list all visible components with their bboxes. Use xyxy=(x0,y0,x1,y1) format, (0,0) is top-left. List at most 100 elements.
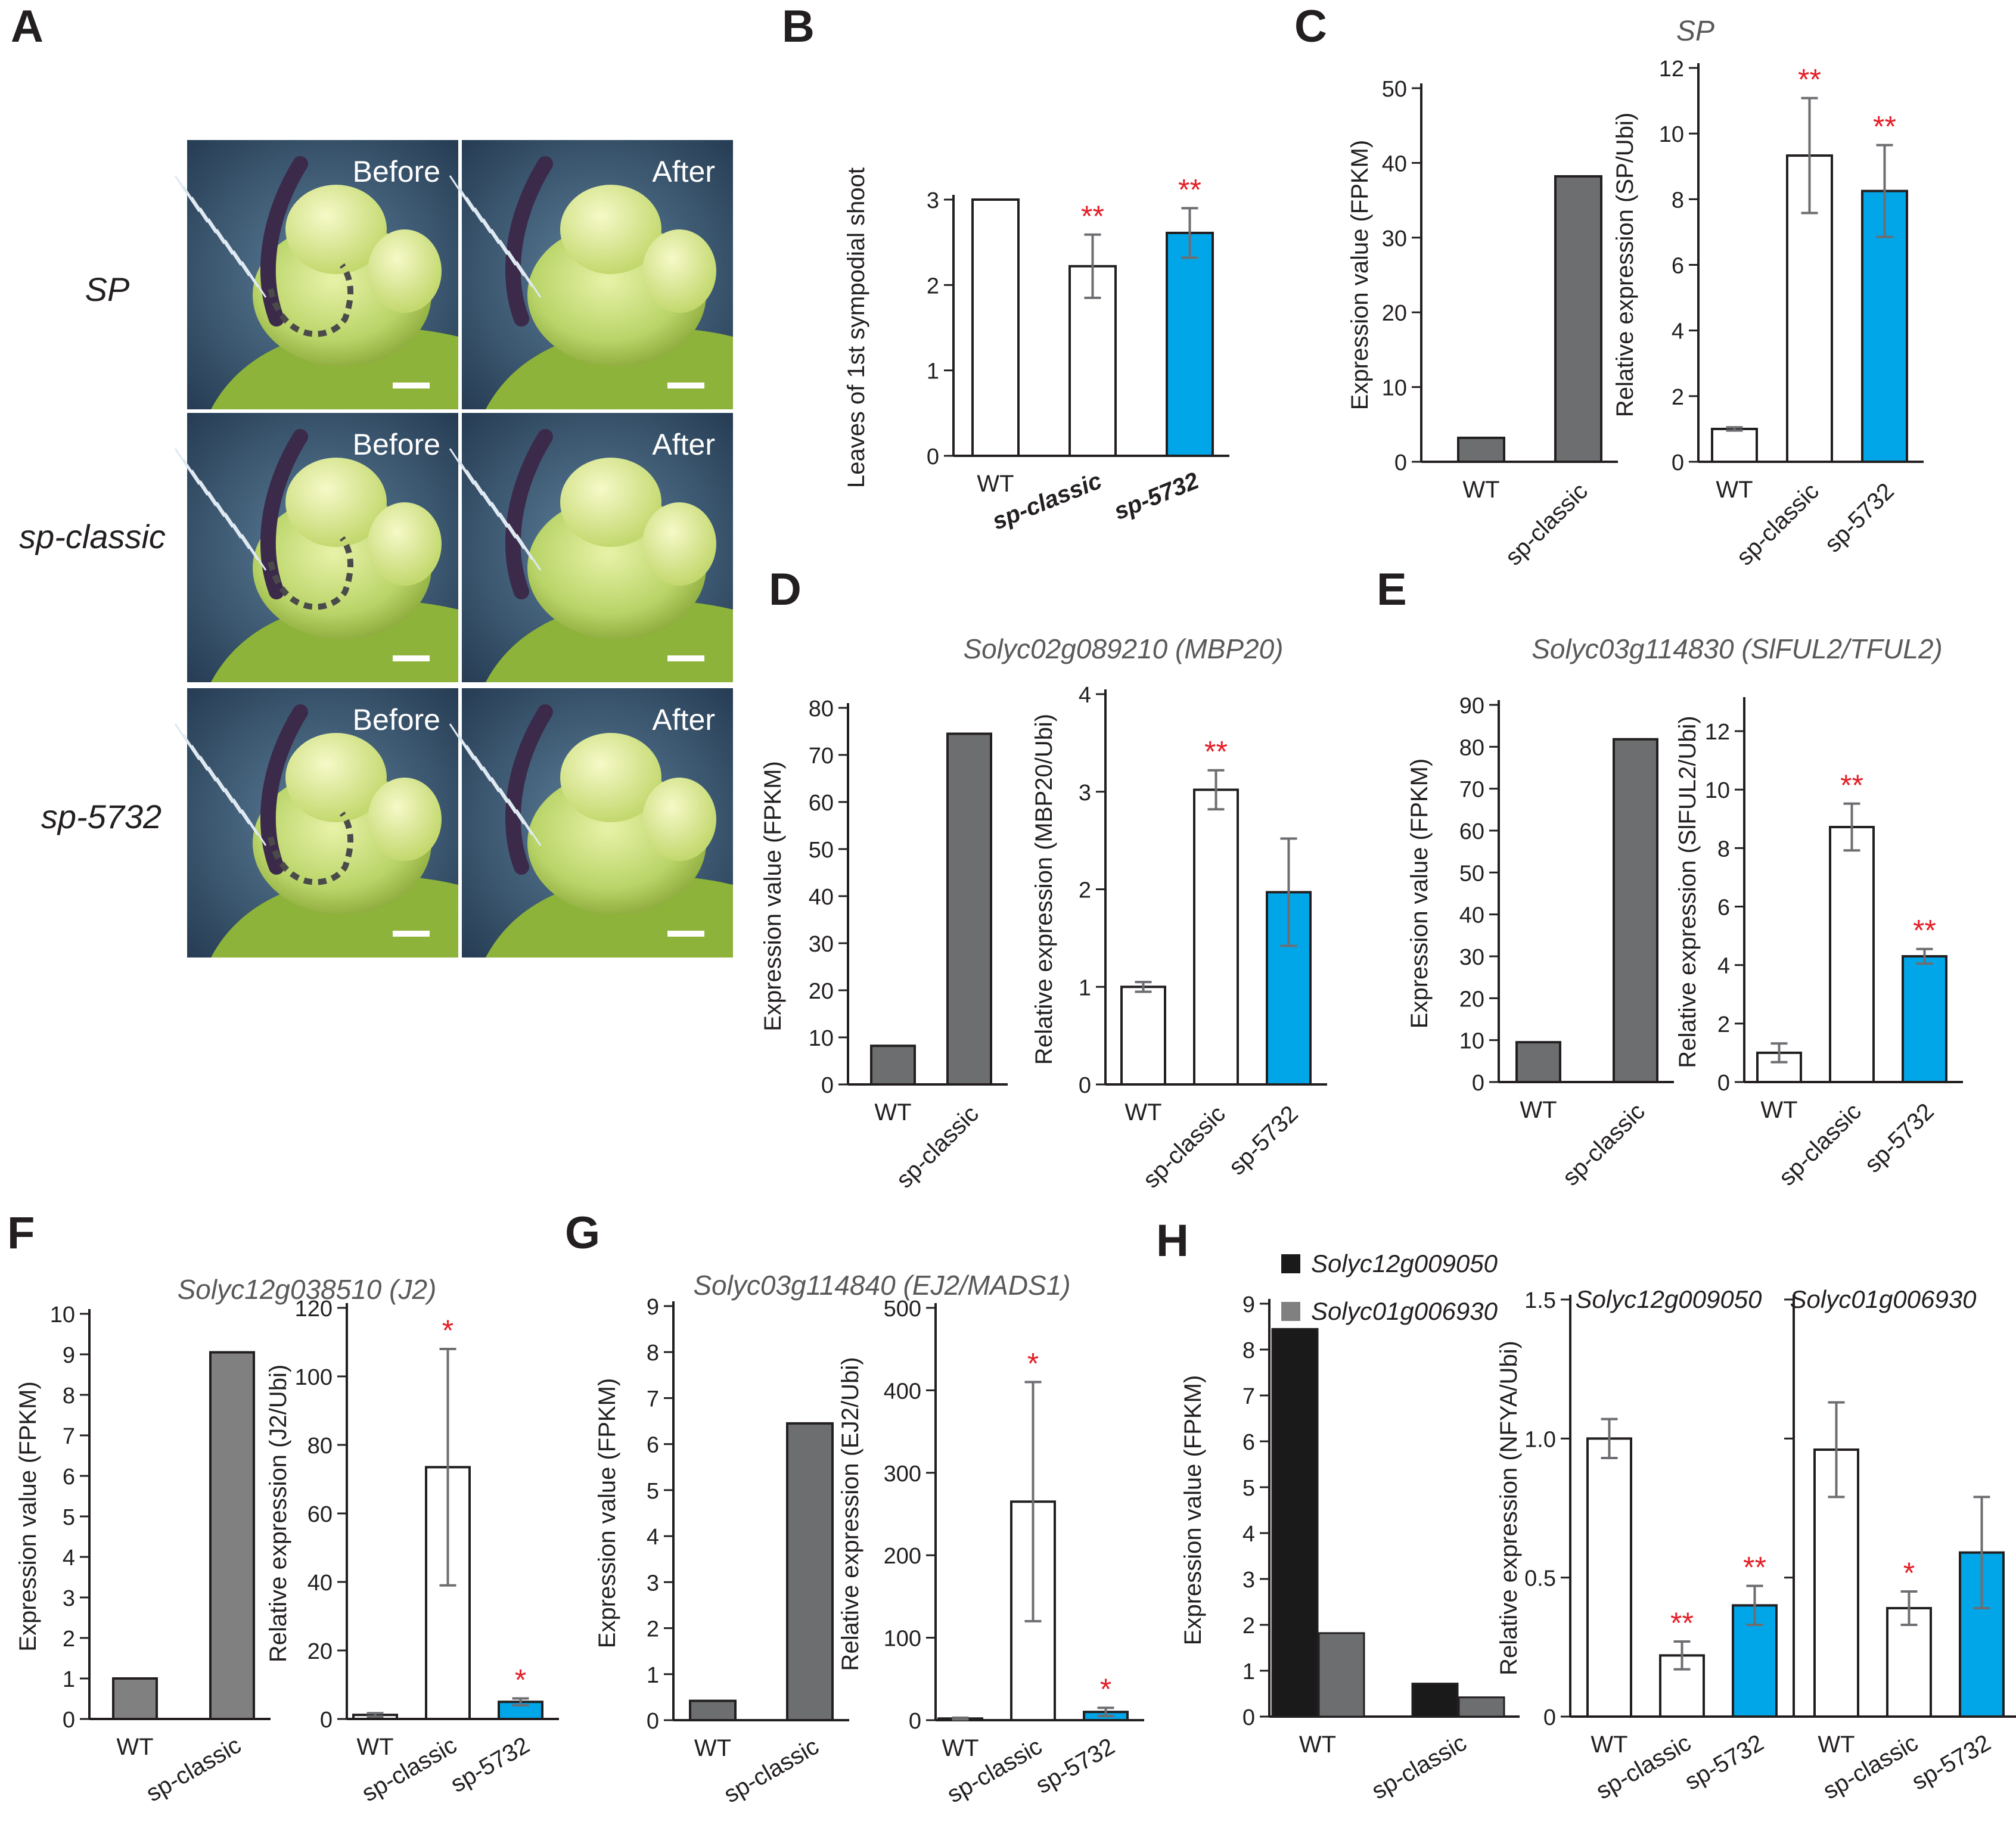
tile-label: Before xyxy=(353,428,440,461)
photo-tile: After xyxy=(449,688,733,958)
x-tick-label: WT xyxy=(694,1735,731,1761)
trichome xyxy=(232,250,259,287)
y-tick-label: 2 xyxy=(927,273,939,299)
chart-h1: 0 1 2 3 4 5 6 7 8 9 Expression value (FPKM) WT sp-cl… xyxy=(1180,1292,1520,1805)
panel-f-title: Solyc12g038510 (J2) xyxy=(178,1274,437,1305)
panel-g-title: Solyc03g114840 (EJ2/MADS1) xyxy=(693,1270,1070,1301)
y-tick-label: 1 xyxy=(647,1663,659,1688)
trichome xyxy=(507,523,533,560)
trichome xyxy=(499,240,525,276)
x-tick-label: WT xyxy=(1591,1731,1627,1758)
y-tick-label: 60 xyxy=(809,791,834,816)
row-label-sp-classic: sp-classic xyxy=(19,518,166,555)
y-tick-label: 6 xyxy=(63,1465,75,1490)
trichome xyxy=(191,745,217,782)
y-tick-label: 0 xyxy=(1672,450,1684,475)
x-tick-label: sp-5732 xyxy=(1032,1733,1119,1799)
y-tick-label: 20 xyxy=(1459,987,1484,1012)
y-tick-label: 0.5 xyxy=(1524,1566,1556,1591)
x-tick-label: sp-5732 xyxy=(1110,468,1203,526)
tile-label: After xyxy=(652,155,715,188)
y-tick-label: 60 xyxy=(307,1502,333,1527)
chart-d2: 0 1 2 3 4 Relative expression (MBP20/Ubi) WT **… xyxy=(1031,683,1327,1193)
chart-d1: 0 10 20 30 40 50 60 70 80 Expression value (FPKM)… xyxy=(760,697,1008,1193)
y-tick-label: 1.5 xyxy=(1524,1288,1556,1313)
photo-tile: Before xyxy=(174,413,458,682)
y-tick-label: 4 xyxy=(647,1525,659,1550)
y-tick-label: 3 xyxy=(1242,1568,1255,1593)
x-tick-label: sp-classic xyxy=(1501,478,1593,570)
row-label-sp-5732: sp-5732 xyxy=(41,798,161,835)
bar xyxy=(1586,1437,1632,1718)
y-tick-label: 2 xyxy=(1079,878,1091,903)
flower-bud xyxy=(368,229,442,313)
photo-grid: Before After Before After Before After xyxy=(174,140,733,958)
legend-label-solyc01g006930: Solyc01g006930 xyxy=(1311,1297,1498,1325)
photo-tile: Before xyxy=(174,140,458,409)
y-tick-label: 8 xyxy=(1717,837,1730,862)
trichome xyxy=(457,186,483,223)
panel-letter-e: E xyxy=(1377,564,1407,615)
x-tick-label: WT xyxy=(977,471,1014,497)
trichome xyxy=(174,448,200,485)
bar xyxy=(1271,1328,1319,1718)
y-axis-title: Relative expression (NFYA/Ubi) xyxy=(1496,1341,1522,1675)
trichome xyxy=(232,523,259,560)
y-tick-label: 3 xyxy=(647,1571,659,1596)
flower-bud xyxy=(642,229,716,313)
y-tick-label: 10 xyxy=(1705,778,1730,803)
bar xyxy=(1711,427,1758,464)
scale-bar xyxy=(667,931,704,937)
tile-label: Before xyxy=(353,703,440,736)
bar xyxy=(1515,1041,1561,1084)
bar xyxy=(1902,955,1947,1083)
trichome xyxy=(515,534,542,571)
significance-marker: * xyxy=(515,1664,526,1697)
y-tick-label: 90 xyxy=(1459,694,1484,719)
scale-bar xyxy=(667,383,704,388)
trichome xyxy=(515,809,542,846)
chart-f1: 0 1 2 3 4 5 6 7 8 9 10 Expression value (FPKM) WTsp-… xyxy=(15,1302,271,1807)
bar xyxy=(971,198,1020,457)
bar xyxy=(870,1044,916,1086)
y-tick-label: 3 xyxy=(63,1586,75,1611)
y-tick-label: 9 xyxy=(647,1295,659,1320)
bar xyxy=(1458,1696,1505,1718)
trichome xyxy=(482,491,508,528)
legend-swatch-solyc12g009050 xyxy=(1281,1254,1300,1273)
trichome xyxy=(191,470,217,506)
y-tick-label: 1.0 xyxy=(1524,1427,1556,1452)
y-tick-label: 3 xyxy=(1079,781,1091,806)
x-tick-label: sp-classic xyxy=(1367,1730,1471,1805)
trichome xyxy=(465,197,492,234)
y-tick-label: 120 xyxy=(295,1297,333,1322)
x-tick-label: sp-classic xyxy=(719,1733,823,1808)
chart-e1: 0 10 20 30 40 50 60 70 80 90 Expression value (FPK… xyxy=(1406,694,1674,1191)
y-axis-title: Relative expression (SP/Ubi) xyxy=(1612,113,1638,417)
x-tick-label: WT xyxy=(874,1099,911,1126)
chart-c2: 0 2 4 6 8 10 12 Relative expression (SP/Ubi) WT *… xyxy=(1612,57,1924,571)
y-tick-label: 0 xyxy=(1543,1705,1556,1730)
trichome xyxy=(241,261,267,298)
removed-meristem-outline xyxy=(268,536,354,610)
flower-bud xyxy=(560,185,661,274)
tile-label: After xyxy=(652,703,715,736)
y-tick-label: 40 xyxy=(1459,903,1484,928)
bar xyxy=(1886,1607,1932,1718)
y-tick-label: 6 xyxy=(1242,1430,1255,1455)
photo-tile: After xyxy=(449,140,733,409)
y-tick-label: 70 xyxy=(1459,778,1484,803)
trichome xyxy=(224,512,250,549)
leaf-primordium xyxy=(505,429,553,599)
x-tick-label: WT xyxy=(1716,477,1753,503)
x-tick-label: WT xyxy=(116,1734,153,1760)
y-tick-label: 80 xyxy=(307,1434,333,1459)
trichome xyxy=(449,723,475,760)
trichome xyxy=(174,723,200,760)
legend-swatch-solyc01g006930 xyxy=(1281,1302,1300,1321)
y-tick-label: 1.0 xyxy=(1748,1427,1779,1452)
y-tick-label: 2 xyxy=(1242,1614,1255,1639)
significance-marker: * xyxy=(1027,1347,1039,1381)
y-tick-label: 300 xyxy=(884,1462,921,1487)
y-axis-title: Leaves of 1st sympodial shoot xyxy=(843,167,869,488)
